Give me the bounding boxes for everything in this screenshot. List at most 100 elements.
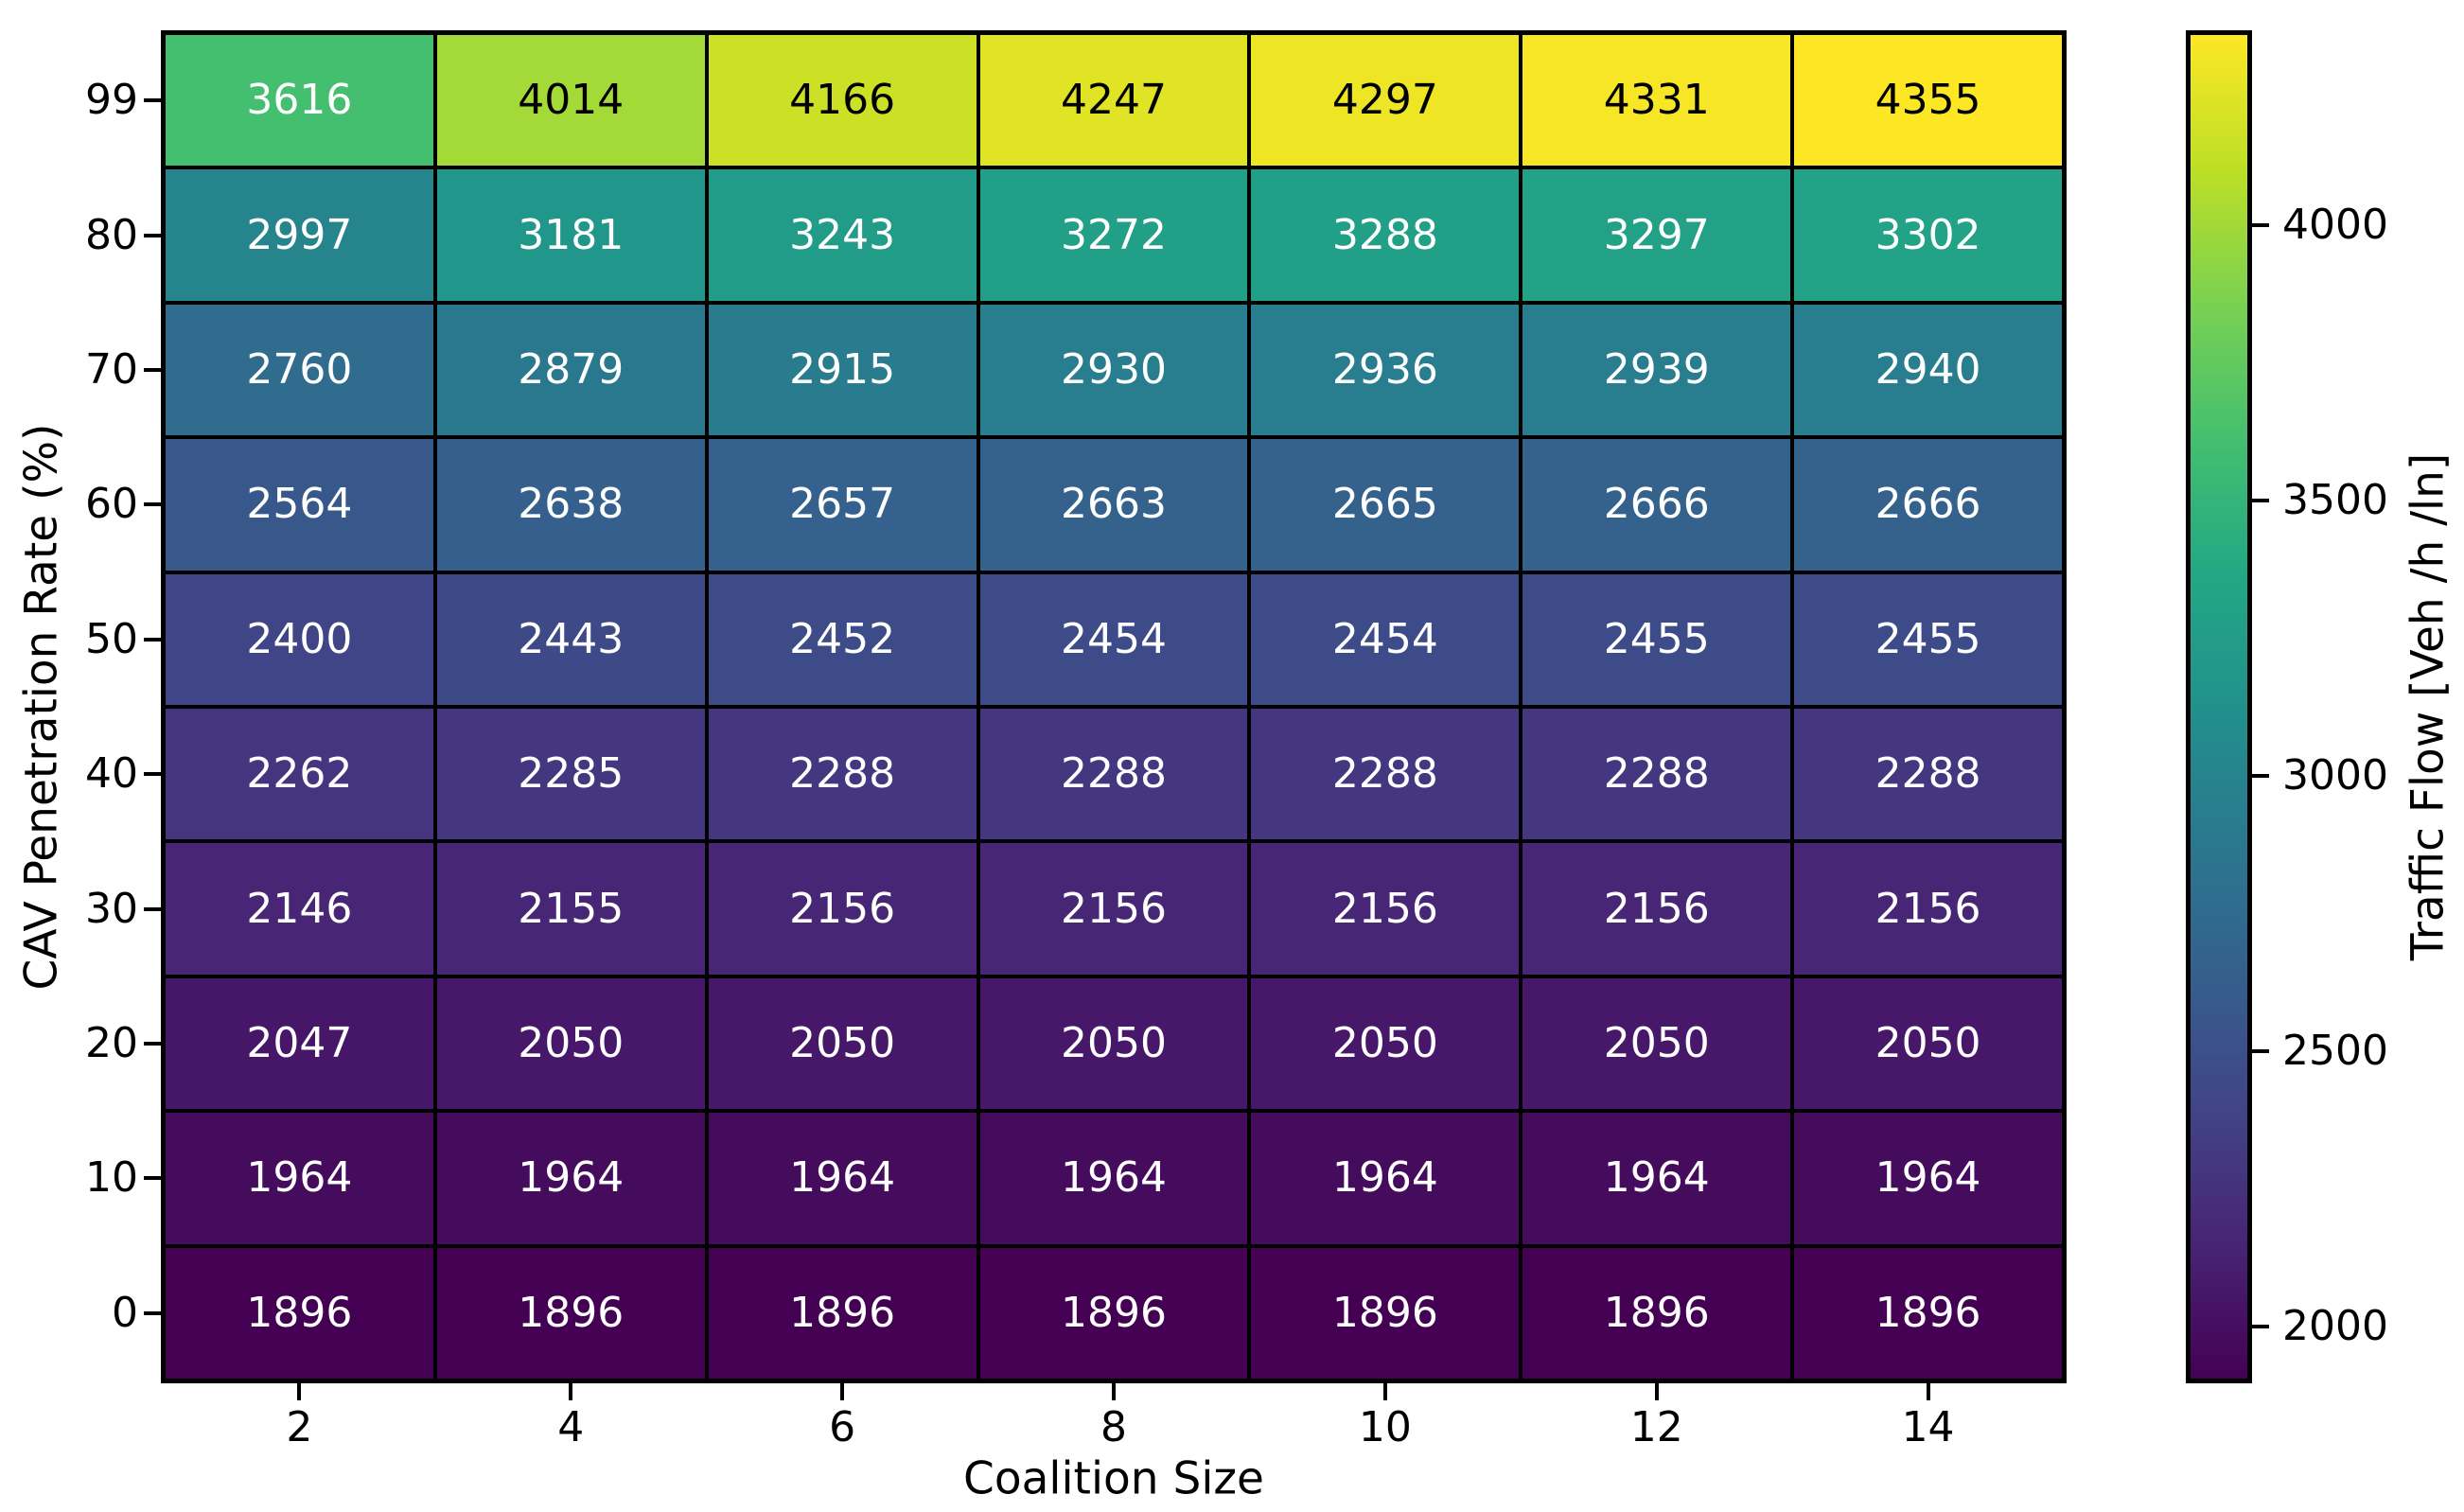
heatmap-cell: 2455 bbox=[1794, 573, 2062, 705]
heatmap-cell: 1896 bbox=[708, 1247, 977, 1379]
heatmap-cell: 2454 bbox=[979, 573, 1248, 705]
heatmap-grid: 3616 4014 4166 4247 4297 4331 4355 2997 3181 3243… bbox=[166, 35, 2062, 1379]
heatmap-cell: 2663 bbox=[979, 439, 1248, 571]
y-tick-mark bbox=[144, 502, 161, 507]
heatmap-cell: 2288 bbox=[979, 708, 1248, 840]
heatmap-cell: 2155 bbox=[436, 843, 705, 975]
heatmap-cell: 2262 bbox=[166, 708, 433, 840]
heatmap-cell: 2047 bbox=[166, 977, 433, 1110]
heatmap-cell: 3272 bbox=[979, 169, 1248, 301]
y-tick-label: 70 bbox=[85, 345, 138, 394]
heatmap-cell: 4331 bbox=[1522, 35, 1791, 167]
y-tick-label: 20 bbox=[85, 1019, 138, 1067]
heatmap-cell: 2879 bbox=[436, 304, 705, 436]
heatmap-cell: 2657 bbox=[708, 439, 977, 571]
x-tick-label: 4 bbox=[557, 1403, 585, 1451]
heatmap-cell: 2665 bbox=[1251, 439, 1520, 571]
y-tick-label: 60 bbox=[85, 480, 138, 529]
heatmap-cell: 1896 bbox=[979, 1247, 1248, 1379]
colorbar-tick-label: 3500 bbox=[2282, 476, 2388, 525]
x-tick-label: 8 bbox=[1100, 1403, 1127, 1451]
heatmap-cell: 2288 bbox=[708, 708, 977, 840]
colorbar-tick-mark bbox=[2252, 223, 2269, 228]
heatmap-cell: 2285 bbox=[436, 708, 705, 840]
y-tick-mark bbox=[144, 233, 161, 237]
heatmap-cell: 2050 bbox=[979, 977, 1248, 1110]
heatmap-cell: 2638 bbox=[436, 439, 705, 571]
y-tick-mark bbox=[144, 637, 161, 642]
heatmap-cell: 2050 bbox=[708, 977, 977, 1110]
heatmap-cell: 2146 bbox=[166, 843, 433, 975]
heatmap-cell: 2452 bbox=[708, 573, 977, 705]
heatmap-cell: 3616 bbox=[166, 35, 433, 167]
heatmap-cell: 2930 bbox=[979, 304, 1248, 436]
y-tick-mark bbox=[144, 906, 161, 911]
heatmap-cell: 1896 bbox=[1522, 1247, 1791, 1379]
heatmap-plot-area: 3616 4014 4166 4247 4297 4331 4355 2997 3181 3243… bbox=[161, 30, 2067, 1383]
x-axis-label: Coalition Size bbox=[963, 1452, 1264, 1505]
x-tick-label: 14 bbox=[1901, 1403, 1955, 1451]
heatmap-cell: 2940 bbox=[1794, 304, 2062, 436]
heatmap-cell: 2939 bbox=[1522, 304, 1791, 436]
y-tick-label: 50 bbox=[85, 614, 138, 663]
x-tick-mark bbox=[569, 1383, 573, 1400]
colorbar-tick-label: 4000 bbox=[2282, 201, 2388, 250]
heatmap-cell: 2050 bbox=[1251, 977, 1520, 1110]
heatmap-cell: 2156 bbox=[1251, 843, 1520, 975]
heatmap-cell: 2156 bbox=[708, 843, 977, 975]
colorbar-tick-label: 3000 bbox=[2282, 750, 2388, 800]
colorbar-tick-mark bbox=[2252, 1048, 2269, 1053]
colorbar-tick-mark bbox=[2252, 499, 2269, 503]
heatmap-cell: 2156 bbox=[1794, 843, 2062, 975]
x-tick-label: 12 bbox=[1629, 1403, 1683, 1451]
heatmap-cell: 2666 bbox=[1794, 439, 2062, 571]
heatmap-cell: 1964 bbox=[1794, 1113, 2062, 1244]
colorbar-tick-label: 2500 bbox=[2282, 1026, 2388, 1075]
y-tick-mark bbox=[144, 1310, 161, 1315]
heatmap-cell: 2443 bbox=[436, 573, 705, 705]
y-tick-mark bbox=[144, 1042, 161, 1046]
heatmap-cell: 1964 bbox=[436, 1113, 705, 1244]
heatmap-cell: 1964 bbox=[166, 1113, 433, 1244]
x-tick-mark bbox=[1112, 1383, 1116, 1400]
heatmap-cell: 1964 bbox=[979, 1113, 1248, 1244]
heatmap-cell: 4166 bbox=[708, 35, 977, 167]
heatmap-cell: 1964 bbox=[708, 1113, 977, 1244]
x-tick-mark bbox=[1382, 1383, 1387, 1400]
heatmap-cell: 4014 bbox=[436, 35, 705, 167]
heatmap-cell: 3243 bbox=[708, 169, 977, 301]
x-tick-mark bbox=[840, 1383, 845, 1400]
heatmap-cell: 2288 bbox=[1794, 708, 2062, 840]
heatmap-cell: 2666 bbox=[1522, 439, 1791, 571]
heatmap-cell: 2455 bbox=[1522, 573, 1791, 705]
y-tick-label: 80 bbox=[85, 210, 138, 259]
heatmap-cell: 2400 bbox=[166, 573, 433, 705]
heatmap-cell: 2050 bbox=[1794, 977, 2062, 1110]
heatmap-cell: 1964 bbox=[1251, 1113, 1520, 1244]
y-tick-mark bbox=[144, 772, 161, 777]
y-tick-label: 30 bbox=[85, 884, 138, 933]
heatmap-cell: 1896 bbox=[436, 1247, 705, 1379]
heatmap-cell: 1896 bbox=[166, 1247, 433, 1379]
colorbar-label: Traffic Flow [Veh /h /ln] bbox=[2402, 452, 2455, 961]
heatmap-cell: 3288 bbox=[1251, 169, 1520, 301]
y-tick-label: 99 bbox=[85, 76, 138, 125]
heatmap-cell: 2156 bbox=[979, 843, 1248, 975]
heatmap-cell: 2156 bbox=[1522, 843, 1791, 975]
heatmap-cell: 4247 bbox=[979, 35, 1248, 167]
y-tick-mark bbox=[144, 1176, 161, 1181]
colorbar-tick-mark bbox=[2252, 1324, 2269, 1328]
x-tick-mark bbox=[1926, 1383, 1930, 1400]
heatmap-cell: 2288 bbox=[1522, 708, 1791, 840]
heatmap-cell: 1896 bbox=[1794, 1247, 2062, 1379]
colorbar bbox=[2186, 30, 2252, 1383]
colorbar-gradient bbox=[2191, 35, 2247, 1379]
y-tick-label: 0 bbox=[112, 1288, 138, 1337]
y-tick-label: 40 bbox=[85, 749, 138, 799]
heatmap-cell: 2915 bbox=[708, 304, 977, 436]
heatmap-cell: 2050 bbox=[1522, 977, 1791, 1110]
heatmap-cell: 2760 bbox=[166, 304, 433, 436]
heatmap-cell: 4297 bbox=[1251, 35, 1520, 167]
heatmap-cell: 4355 bbox=[1794, 35, 2062, 167]
